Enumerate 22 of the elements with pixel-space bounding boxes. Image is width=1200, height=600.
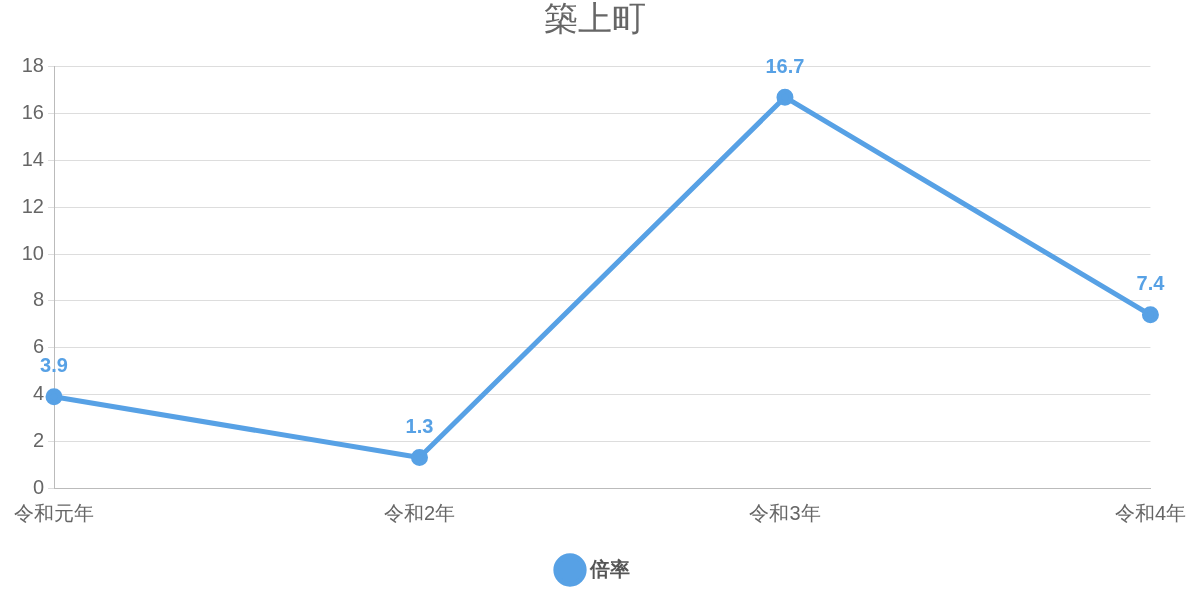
data-label: 7.4 (1136, 272, 1166, 295)
chart-title: 築上町 (544, 0, 646, 37)
y-tick-label: 4 (32, 381, 44, 404)
y-tick-label: 16 (21, 101, 44, 124)
y-tick-label: 8 (32, 288, 44, 311)
y-tick-label: 14 (21, 147, 44, 170)
point (1141, 306, 1159, 324)
data-label: 1.3 (405, 415, 434, 438)
y-tick-label: 18 (21, 54, 44, 77)
y-tick-label: 12 (21, 194, 44, 217)
data-label: 16.7 (765, 54, 805, 77)
legend-label: 倍率 (589, 557, 630, 580)
point (776, 88, 794, 106)
point (45, 388, 63, 406)
y-tick-label: 2 (32, 428, 44, 451)
y-tick-label: 10 (21, 241, 44, 264)
x-tick-label: 令和3年 (749, 501, 821, 524)
x-tick-label: 令和2年 (383, 501, 456, 524)
x-tick-label: 令和元年 (14, 501, 94, 524)
y-tick-label: 0 (32, 475, 44, 498)
point (410, 449, 428, 467)
x-tick-label: 令和4年 (1114, 501, 1186, 524)
